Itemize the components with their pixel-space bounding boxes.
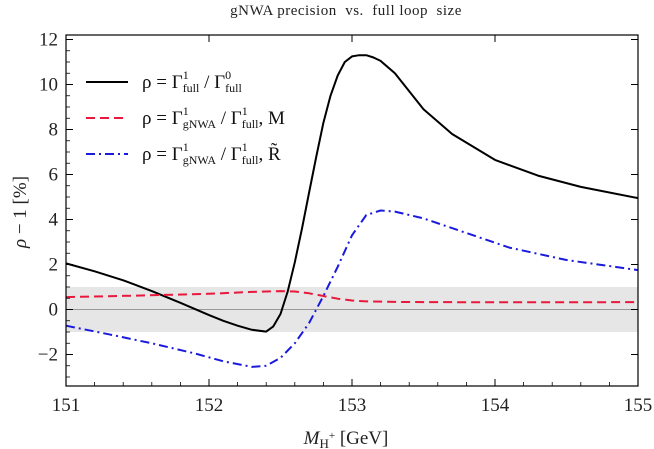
series-layer (65, 54, 639, 368)
legend-label-3: ρ = Γ1 gNWA / Γ1 full, R̃ (142, 140, 281, 167)
y-axis-label: ρ − 1 [%] (10, 176, 31, 249)
y-tick-label: 10 (39, 75, 58, 96)
y-tick-label: 2 (49, 255, 59, 276)
chart-title: gNWA precision vs. full loop size (230, 3, 462, 19)
x-tick-label: 151 (52, 395, 81, 416)
y-tick-label: 6 (49, 165, 59, 186)
series-line-3 (65, 209, 639, 368)
y-tick-label: 4 (49, 210, 59, 231)
x-tick-label: 155 (624, 395, 653, 416)
x-axis-label: MH+ [GeV] (303, 428, 389, 449)
legend: ρ = Γ1 full / Γ0 full ρ = Γ1 gNWA / Γ1 full, … (86, 68, 285, 167)
x-tick-label: 152 (195, 395, 224, 416)
y-tick-label: 0 (49, 300, 59, 321)
x-tick-label: 154 (481, 395, 510, 416)
y-tick-label: 8 (49, 120, 59, 141)
y-tick-label: 12 (39, 30, 58, 51)
legend-label-2: ρ = Γ1 gNWA / Γ1 full, M (142, 104, 285, 131)
series-line-2 (65, 290, 639, 304)
plot-area: 151 152 153 154 155 −2 0 2 4 6 8 10 12 (38, 30, 652, 417)
y-tick-label: −2 (38, 345, 58, 366)
legend-label-1: ρ = Γ1 full / Γ0 full (142, 68, 242, 95)
tick-layer: 151 152 153 154 155 −2 0 2 4 6 8 10 12 (38, 30, 652, 417)
x-tick-label: 153 (338, 395, 367, 416)
series-line-1 (65, 54, 639, 333)
